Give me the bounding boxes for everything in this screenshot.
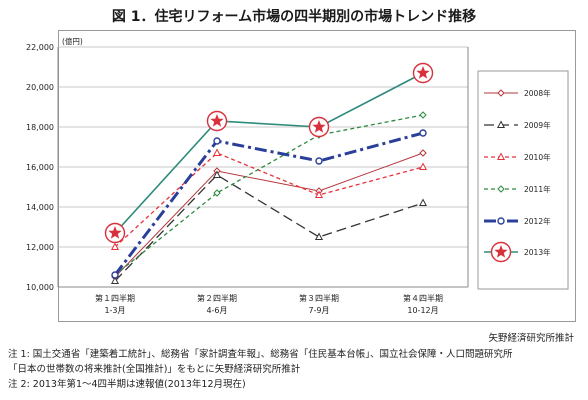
data-point-2012年 — [213, 137, 221, 145]
note-line-3: 注 2: 2013年第1～4四半期は速報値(2013年12月現在) — [8, 379, 246, 390]
x-tick-label: 第４四半期 — [403, 293, 443, 303]
y-tick-label: 22,000 — [26, 43, 54, 52]
star-marker-shape — [494, 245, 508, 258]
x-tick-sublabel: 7-9月 — [308, 306, 329, 315]
legend-label: 2013年 — [524, 247, 551, 257]
data-point-2008年 — [419, 149, 427, 157]
data-point-2012年 — [111, 271, 119, 279]
data-point-2013年 — [206, 110, 228, 132]
data-point-2009年 — [212, 170, 222, 178]
star-marker-shape — [416, 66, 430, 79]
data-point-2009年 — [110, 276, 120, 284]
y-tick-label: 18,000 — [26, 123, 54, 132]
source-note: 矢野経済研究所推計 — [488, 333, 574, 344]
y-tick-label: 20,000 — [26, 83, 54, 92]
series-line-2013年 — [114, 72, 424, 234]
series-line-2010年 — [114, 152, 424, 248]
legend-label: 2010年 — [524, 152, 551, 162]
chart-title: 図 1．住宅リフォーム市場の四半期別の市場トレンド推移 — [111, 9, 477, 25]
legend-marker — [496, 120, 506, 128]
series-line-2012年 — [113, 131, 424, 276]
data-point-2010年 — [110, 242, 120, 250]
note-line-2: 「日本の世帯数の将来推計(全国推計)」をもとに矢野経済研究所推計 — [8, 364, 301, 375]
legend-marker — [497, 89, 505, 97]
legend-marker — [490, 241, 512, 263]
x-tick-sublabel: 1-3月 — [104, 306, 125, 315]
y-tick-label: 10,000 — [26, 283, 54, 292]
data-point-2011年 — [213, 189, 221, 197]
legend-marker — [497, 185, 505, 193]
y-tick-label: 14,000 — [26, 203, 54, 212]
x-tick-label: 第２四半期 — [197, 293, 237, 303]
series-line-2011年 — [114, 114, 424, 276]
data-point-2013年 — [104, 222, 126, 244]
y-tick-label: 12,000 — [26, 243, 54, 252]
x-tick-label: 第１四半期 — [95, 293, 135, 303]
legend-marker — [496, 152, 506, 160]
series-line-2009年 — [114, 174, 424, 282]
star-marker-shape — [312, 120, 326, 133]
data-point-2012年 — [315, 157, 323, 165]
legend-label: 2012年 — [524, 216, 551, 226]
data-point-2013年 — [412, 62, 434, 84]
star-marker-shape — [210, 114, 224, 127]
data-point-2013年 — [308, 116, 330, 138]
y-tick-label: 16,000 — [26, 163, 54, 172]
series-line-2008年 — [114, 152, 424, 278]
y-unit-label: (億円) — [62, 36, 83, 46]
legend-box — [477, 70, 569, 290]
legend-label: 2011年 — [524, 184, 551, 194]
data-point-2009年 — [314, 232, 324, 240]
legend-marker — [497, 217, 505, 225]
note-line-1: 注 1: 国土交通省「建築着工統計」、総務省「家計調査年報」、総務省「住民基本台… — [8, 349, 513, 360]
star-marker-shape — [108, 226, 122, 239]
line-chart: 10,000 12,000 14,000 16,000 18,000 20,000 22,0… — [26, 36, 569, 315]
x-tick-sublabel: 4-6月 — [206, 306, 227, 315]
data-point-2010年 — [314, 190, 324, 198]
data-point-2009年 — [418, 198, 428, 206]
data-point-2011年 — [419, 111, 427, 119]
data-point-2010年 — [418, 162, 428, 170]
x-tick-label: 第３四半期 — [299, 293, 339, 303]
data-point-2010年 — [212, 148, 222, 156]
data-point-2012年 — [419, 129, 427, 137]
legend-label: 2008年 — [524, 88, 551, 98]
x-tick-sublabel: 10-12月 — [407, 306, 438, 315]
legend-label: 2009年 — [524, 120, 551, 130]
